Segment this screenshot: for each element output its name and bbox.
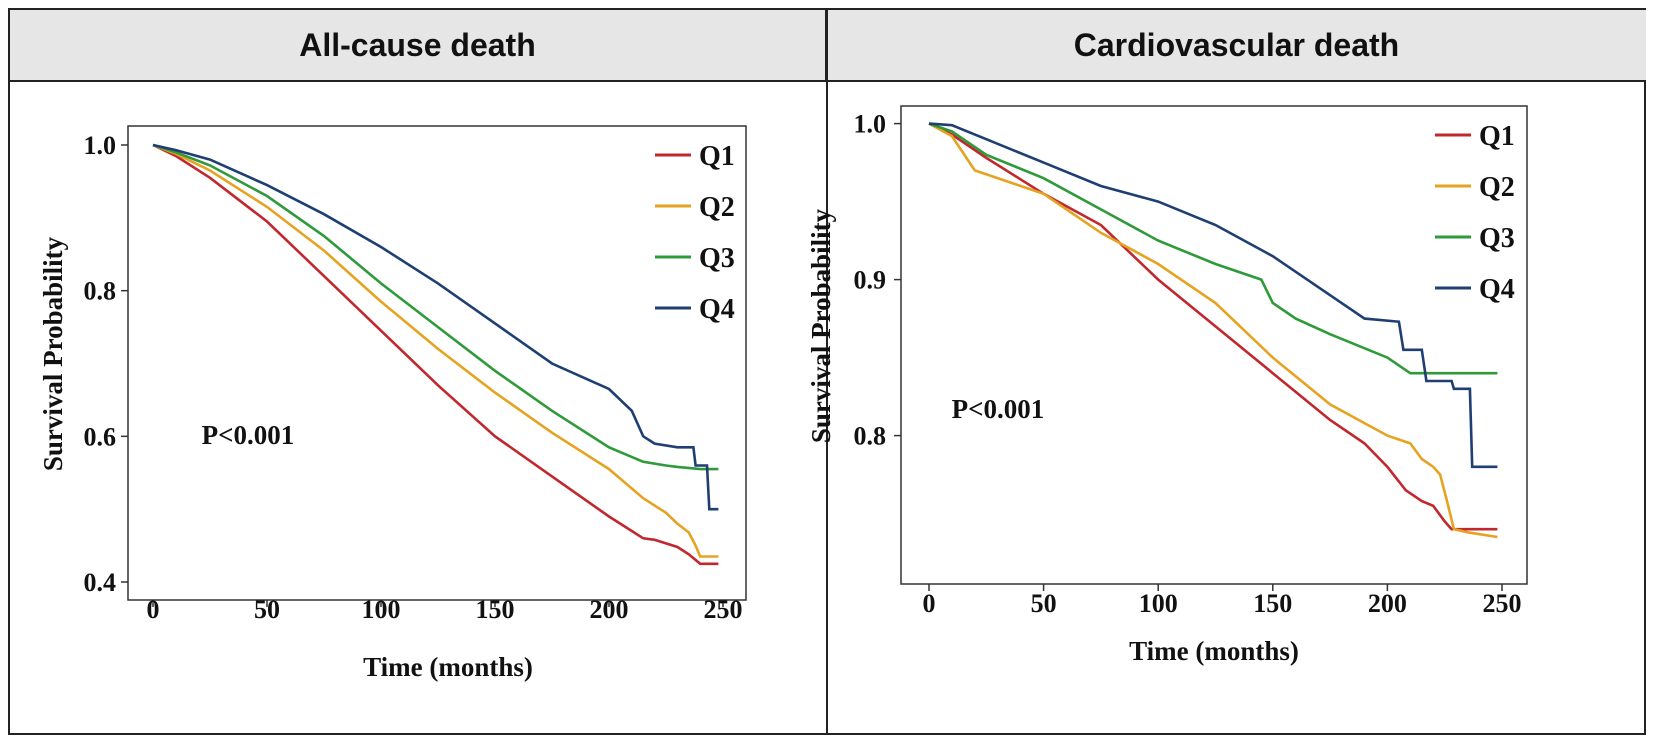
series-line-q3 [928, 122, 1498, 375]
chart-all-cause: Survival Probability Time (months) P<0.0… [38, 125, 747, 682]
axis-ticks: 0 50 100 150 200 250 0.8 0.9 1.0 [854, 110, 1522, 618]
series-line-q1 [928, 122, 1498, 531]
y-tick-label: 0.8 [854, 422, 887, 451]
series-line-q4 [152, 143, 719, 511]
axis-ticks: 0 50 100 150 200 250 0.4 0.6 0.8 1.0 [84, 131, 743, 624]
y-tick-label: 0.6 [84, 422, 117, 451]
legend: Q1 Q2 Q3 Q4 [655, 141, 735, 325]
y-tick-label: 1.0 [854, 110, 887, 139]
legend-label: Q3 [699, 243, 735, 274]
legend-label: Q4 [1479, 274, 1515, 305]
series-line-q2 [928, 122, 1498, 539]
x-tick-label: 50 [1031, 589, 1057, 618]
x-tick-label: 250 [704, 595, 743, 624]
series-line-q1 [152, 143, 719, 566]
x-tick-label: 200 [590, 595, 629, 624]
x-axis-label: Time (months) [1129, 636, 1299, 666]
y-tick-label: 0.8 [84, 277, 117, 306]
legend-label: Q1 [699, 141, 735, 172]
legend-label: Q2 [1479, 172, 1515, 203]
panel-title-text: Cardiovascular death [1073, 26, 1400, 63]
x-tick-label: 0 [923, 589, 936, 618]
legend: Q1 Q2 Q3 Q4 [1435, 121, 1515, 305]
p-value-annotation: P<0.001 [202, 420, 295, 450]
x-tick-label: 0 [147, 595, 160, 624]
figure-frame: All-cause death Cardiovascular death [8, 8, 1646, 735]
y-axis-label: Survival Probability [806, 208, 836, 443]
y-tick-label: 0.9 [854, 266, 887, 295]
x-tick-label: 150 [1253, 589, 1292, 618]
x-tick-label: 50 [254, 595, 280, 624]
y-tick-label: 0.4 [84, 568, 117, 597]
series-line-q3 [152, 143, 719, 471]
legend-label: Q1 [1479, 121, 1515, 152]
x-tick-label: 150 [476, 595, 515, 624]
legend-label: Q3 [1479, 223, 1515, 254]
x-tick-label: 200 [1368, 589, 1407, 618]
plot-area-border [900, 105, 1528, 585]
x-tick-label: 100 [1139, 589, 1178, 618]
panel-divider [826, 10, 828, 733]
y-tick-label: 1.0 [84, 131, 117, 160]
x-tick-label: 250 [1483, 589, 1522, 618]
plot-area-border [127, 125, 747, 601]
legend-label: Q2 [699, 192, 735, 223]
panel-title-text: All-cause death [299, 26, 536, 63]
survival-lines [152, 143, 719, 566]
panel-title-cardiovascular: Cardiovascular death [827, 10, 1646, 82]
y-axis-label: Survival Probability [38, 236, 68, 471]
series-line-q4 [928, 122, 1498, 469]
survival-lines [928, 122, 1498, 539]
series-line-q2 [152, 143, 719, 558]
p-value-annotation: P<0.001 [952, 394, 1045, 424]
chart-cardiovascular: Survival Probability Time (months) P<0.0… [806, 105, 1528, 666]
legend-label: Q4 [699, 294, 735, 325]
x-axis-label: Time (months) [363, 652, 533, 682]
x-tick-label: 100 [362, 595, 401, 624]
panel-title-all-cause: All-cause death [10, 10, 827, 82]
